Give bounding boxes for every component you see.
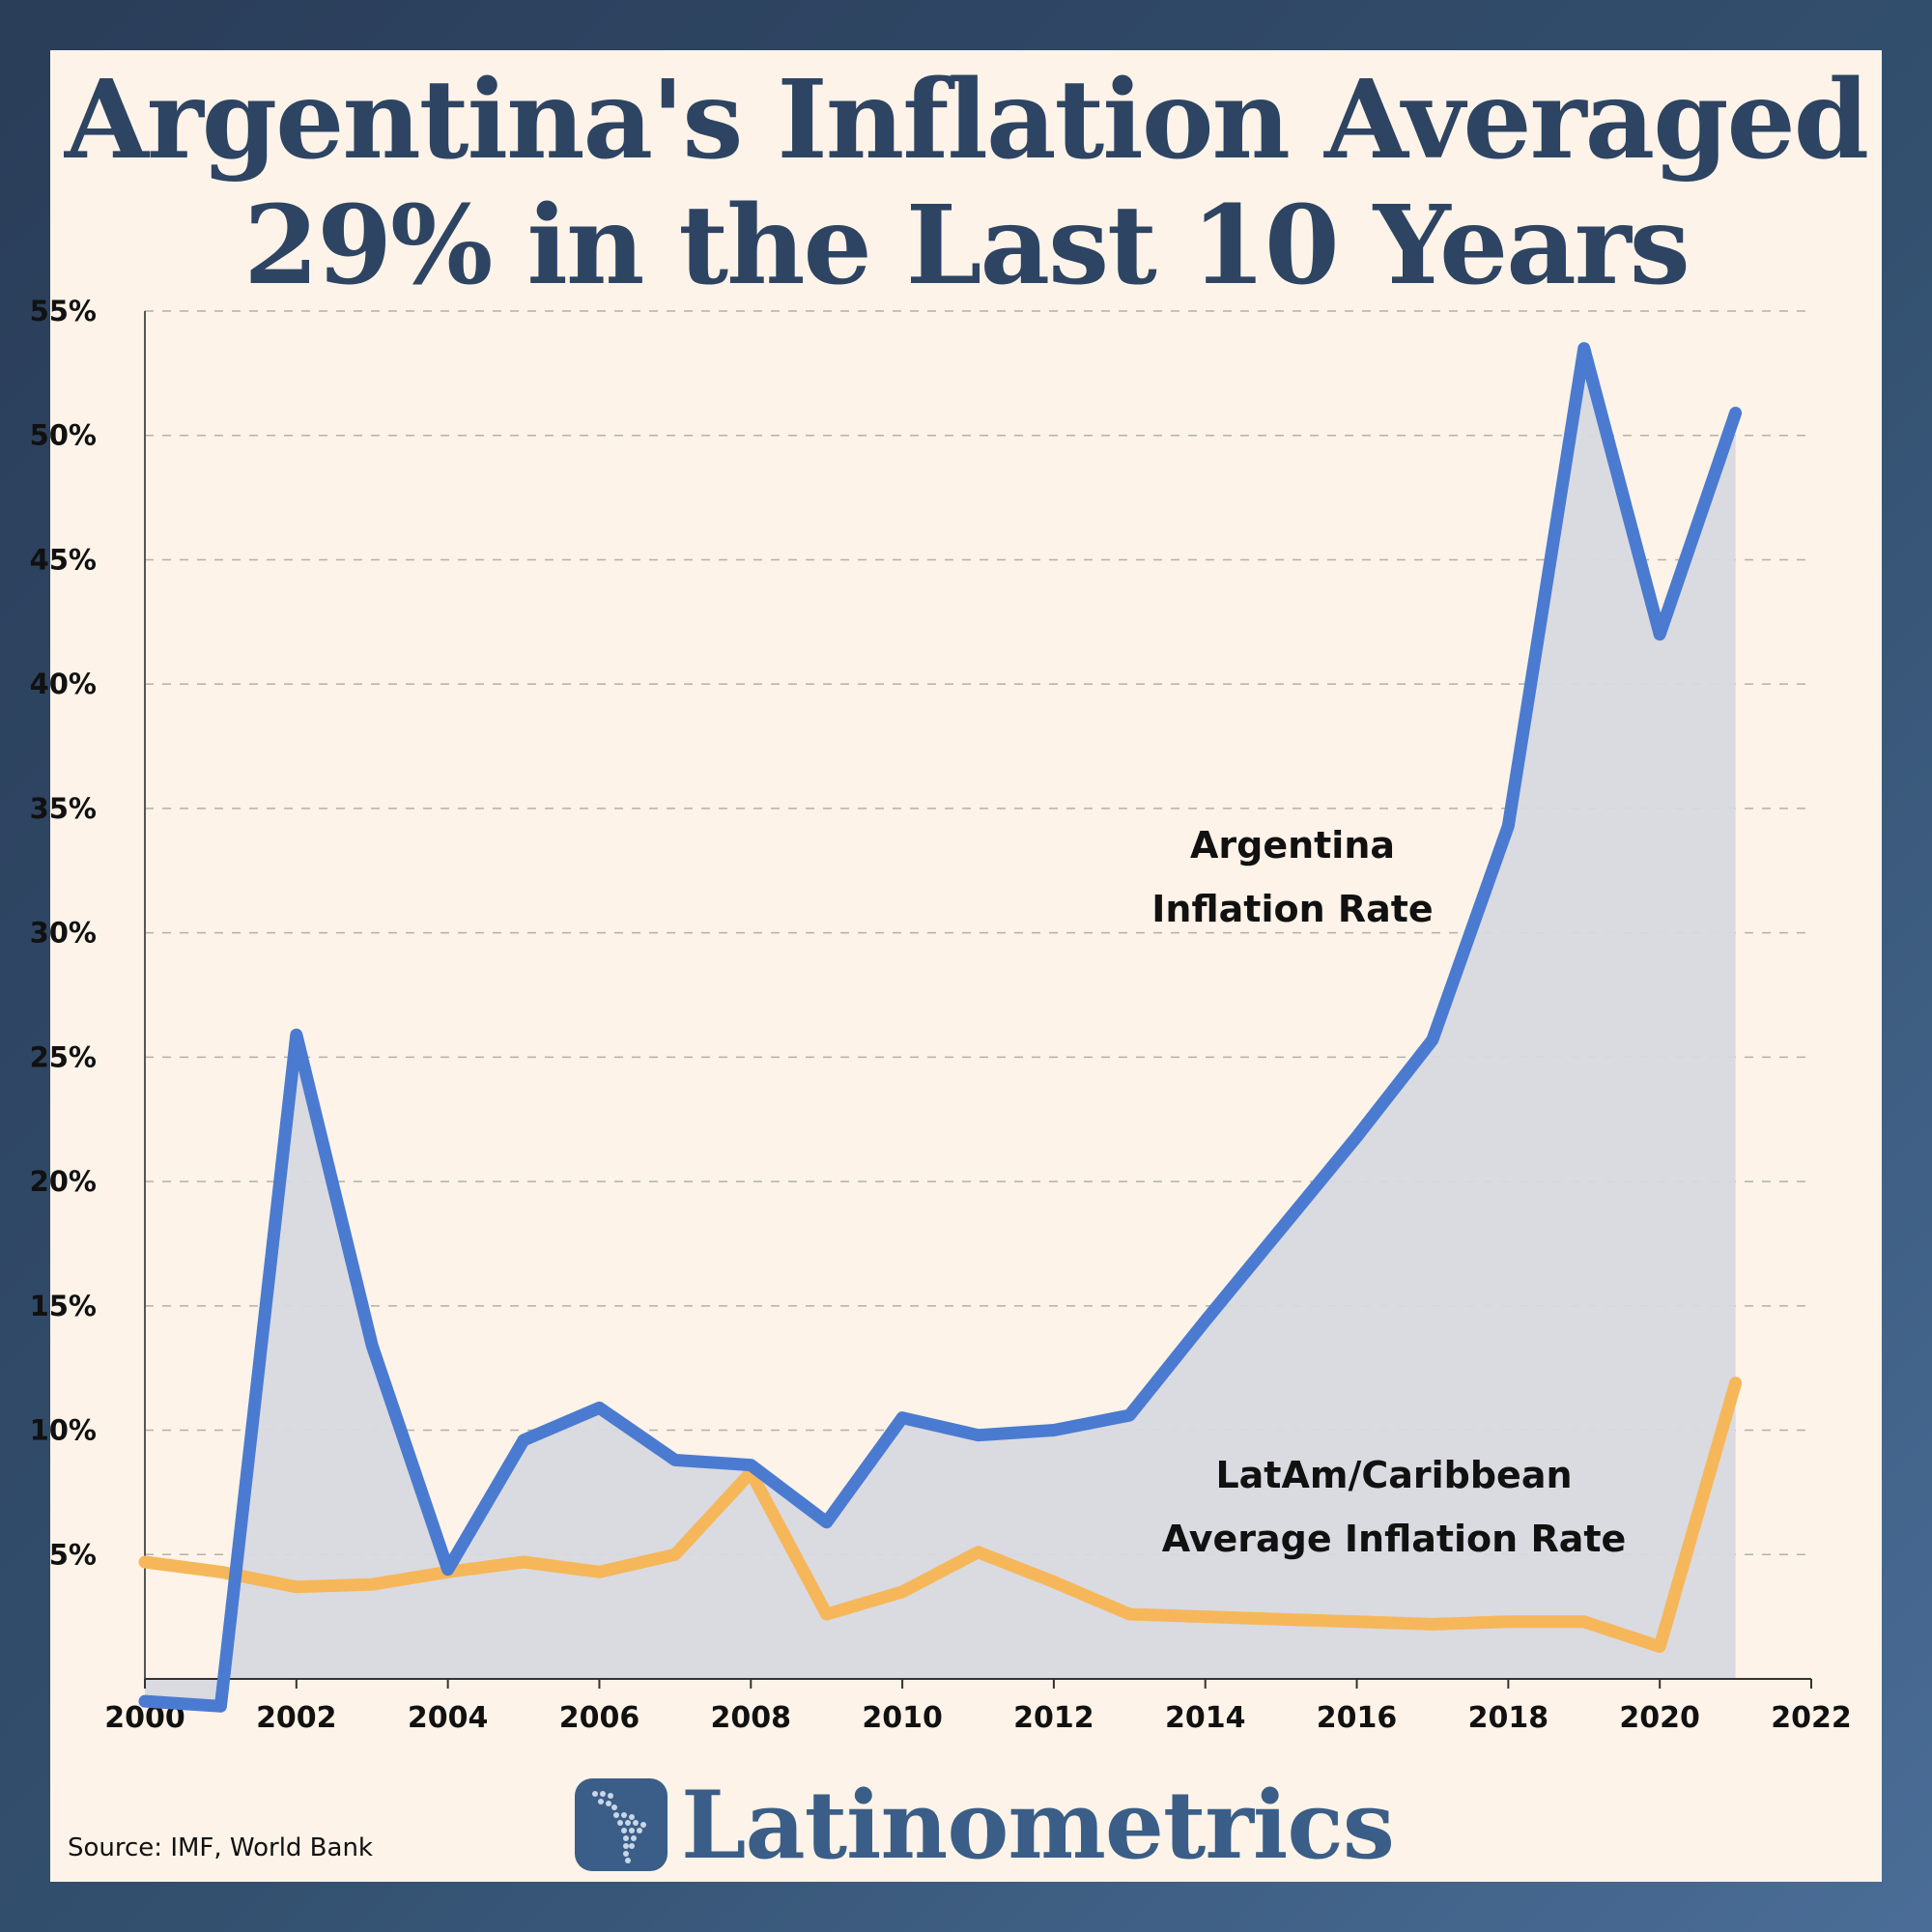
y-tick-label: 15% (30, 1290, 97, 1322)
x-tick-label: 2004 (408, 1701, 489, 1735)
y-tick-label: 5% (49, 1538, 97, 1571)
brand-name: Latinometrics (681, 1770, 1395, 1880)
argentina-line-point (598, 1406, 600, 1408)
argentina-line-point (1432, 1038, 1434, 1040)
argentina-line-point (1735, 412, 1737, 414)
argentina-line-point (978, 1435, 980, 1436)
latam-line-point (296, 1586, 298, 1588)
series-label: LatAm/Caribbean (1215, 1454, 1572, 1496)
latam-line-point (978, 1551, 980, 1553)
argentina-line-point (826, 1521, 828, 1523)
map-dots-graphic (592, 1791, 646, 1863)
argentina-line-point (219, 1705, 221, 1707)
latam-line-point (901, 1591, 903, 1593)
latam-line (138, 1377, 1743, 1654)
latam-line-point (1659, 1646, 1661, 1648)
x-tick-label: 2010 (862, 1701, 943, 1735)
series-label: Inflation Rate (1151, 888, 1433, 930)
y-tick-label: 50% (30, 419, 97, 452)
argentina-line-point (1583, 348, 1585, 350)
latam-line-point (1280, 1618, 1282, 1620)
latam-line-point (1205, 1616, 1207, 1618)
y-tick-label: 35% (30, 792, 97, 825)
latam-line-point (826, 1613, 828, 1615)
x-tick-label: 2022 (1771, 1701, 1852, 1735)
latam-line-point (1432, 1623, 1434, 1625)
latam-line-point (1053, 1581, 1055, 1583)
latam-line-point (1507, 1621, 1509, 1623)
y-tick-label: 20% (30, 1165, 97, 1198)
x-tick-label: 2002 (256, 1701, 337, 1735)
series-label: Average Inflation Rate (1162, 1518, 1627, 1560)
x-tick-label: 2016 (1317, 1701, 1398, 1735)
latam-line-point (674, 1553, 676, 1555)
latam-line-point (219, 1571, 221, 1573)
x-tick-label: 2020 (1619, 1701, 1700, 1735)
argentina-line-point (1205, 1320, 1207, 1321)
argentina-line-point (523, 1439, 525, 1441)
argentina-line-point (750, 1464, 752, 1466)
argentina-line-point (1280, 1228, 1282, 1230)
argentina-line-point (144, 1700, 146, 1702)
argentina-line-point (1128, 1414, 1130, 1416)
series-label: Argentina (1190, 824, 1395, 867)
latam-line-point (371, 1583, 373, 1585)
argentina-line (138, 342, 1743, 1713)
latam-line-point (1735, 1382, 1737, 1384)
x-tick-label: 2014 (1165, 1701, 1246, 1735)
latam-line-point (1356, 1621, 1358, 1623)
latin-america-map-icon (575, 1778, 668, 1871)
y-tick-label: 30% (30, 917, 97, 950)
argentina-line-point (1507, 825, 1509, 827)
x-tick-label: 2006 (559, 1701, 640, 1735)
argentina-line-point (371, 1345, 373, 1347)
chart-title: Argentina's Inflation Averaged 29% in th… (50, 58, 1882, 309)
x-tick-label: 2012 (1013, 1701, 1094, 1735)
x-tick-label: 2018 (1468, 1701, 1549, 1735)
latam-line-point (598, 1571, 600, 1573)
y-tick-label: 45% (30, 543, 97, 576)
x-tick-label: 2008 (711, 1701, 792, 1735)
latam-line-point (523, 1561, 525, 1563)
argentina-line-point (901, 1417, 903, 1419)
argentina-line-point (674, 1459, 676, 1461)
y-tick-label: 55% (30, 295, 97, 327)
chart-title-line-2: 29% in the Last 10 Years (243, 183, 1690, 309)
argentina-line-point (1053, 1430, 1055, 1432)
latam-line-point (1583, 1621, 1585, 1623)
latam-line-point (1128, 1613, 1130, 1615)
latam-line-point (144, 1561, 146, 1563)
y-tick-label: 10% (30, 1414, 97, 1447)
source-note: Source: IMF, World Bank (68, 1833, 373, 1862)
argentina-line-point (296, 1034, 298, 1036)
y-tick-label: 40% (30, 668, 97, 700)
brand-logo: Latinometrics (575, 1766, 1395, 1884)
argentina-line-point (1356, 1136, 1358, 1138)
argentina-line-point (1659, 634, 1661, 636)
argentina-area-fill (145, 348, 1736, 1707)
argentina-line-point (447, 1569, 449, 1571)
y-tick-label: 25% (30, 1040, 97, 1073)
chart-title-line-1: Argentina's Inflation Averaged (64, 57, 1869, 184)
